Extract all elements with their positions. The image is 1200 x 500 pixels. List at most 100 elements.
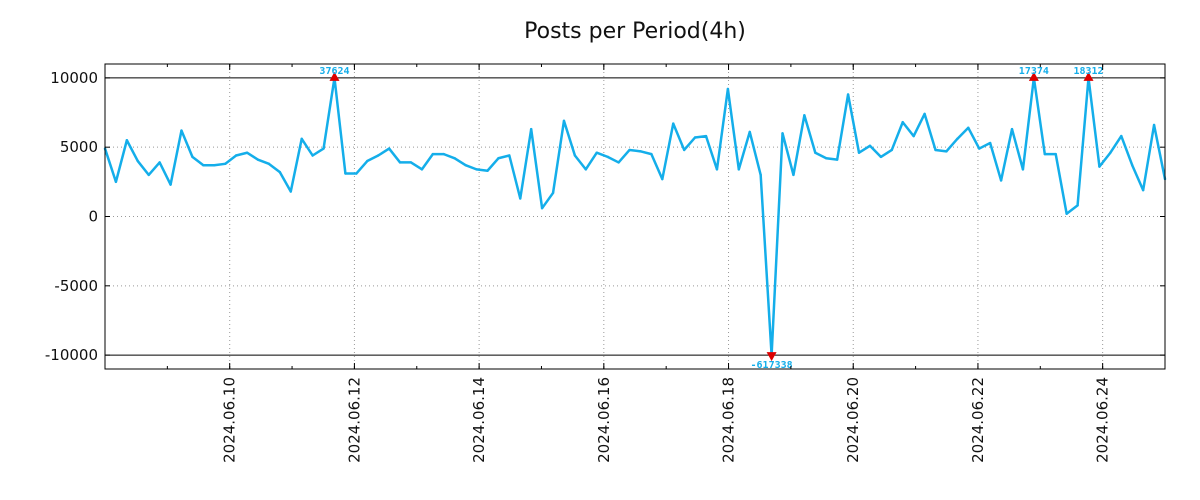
data-point [901, 121, 904, 124]
data-point [322, 147, 325, 150]
data-point [278, 170, 282, 174]
data-point [792, 173, 795, 177]
data-point [1098, 165, 1101, 168]
data-point [300, 137, 303, 141]
data-point [846, 93, 850, 96]
data-point [289, 190, 292, 193]
data-point [825, 157, 828, 160]
data-point [409, 161, 413, 164]
x-tick-label: 2024.06.10 [221, 377, 239, 463]
data-point [191, 155, 194, 159]
marker-layer: 37624 -617338 17374 18312 [319, 66, 1103, 371]
grid-layer [105, 64, 1165, 369]
data-point [180, 129, 183, 132]
x-tick-label: 2024.06.18 [720, 377, 738, 463]
data-point [693, 136, 697, 139]
plot-frame [104, 63, 1166, 370]
data-point [1109, 151, 1112, 154]
data-point [1120, 134, 1123, 138]
data-point [759, 173, 762, 177]
y-tick-label: 10000 [50, 69, 98, 87]
data-point [923, 112, 926, 116]
y-tick-label: -10000 [45, 346, 98, 364]
data-point [508, 154, 511, 157]
data-point [234, 154, 238, 157]
data-point [1065, 212, 1068, 215]
data-point [519, 197, 522, 200]
data-point [934, 148, 937, 152]
data-point [355, 172, 358, 175]
data-point [595, 151, 598, 154]
data-point [617, 161, 620, 164]
data-point [551, 191, 555, 195]
data-point [573, 154, 577, 157]
chart-title: Posts per Period(4h) [524, 19, 746, 44]
x-tick-label: 2024.06.16 [595, 377, 613, 463]
data-point [1043, 152, 1046, 156]
data-point [442, 152, 445, 156]
data-point [1152, 123, 1156, 127]
clip-marker-up [1028, 71, 1039, 81]
series-line [103, 76, 1167, 357]
data-point [453, 157, 456, 160]
data-point [672, 122, 675, 125]
clip-marker-up [329, 71, 340, 81]
y-tick-label: 0 [88, 208, 98, 226]
data-point [890, 148, 894, 152]
x-tick-label: 2024.06.20 [844, 377, 862, 463]
data-point [715, 168, 719, 171]
data-point [398, 161, 402, 164]
data-point [857, 151, 861, 154]
series-layer [103, 76, 1167, 357]
data-point [562, 119, 566, 123]
data-point [999, 179, 1003, 182]
y-tick-label: -5000 [54, 277, 98, 295]
data-point [267, 162, 271, 166]
data-point [1141, 188, 1145, 192]
data-point [169, 183, 172, 186]
data-point [1054, 152, 1057, 156]
data-point [945, 150, 948, 153]
peak-annotation: -617338 [751, 360, 793, 371]
data-point [420, 168, 424, 171]
data-point [726, 87, 730, 91]
data-point [147, 173, 150, 177]
data-point [912, 134, 915, 138]
data-point [486, 169, 489, 172]
data-point [835, 158, 839, 161]
data-point [956, 137, 959, 141]
x-tick-label: 2024.06.22 [969, 377, 987, 463]
data-point [136, 159, 139, 163]
data-point [978, 147, 981, 150]
clip-marker-up [1083, 71, 1094, 81]
data-point [606, 155, 609, 159]
data-point [125, 139, 129, 142]
data-point [704, 134, 708, 138]
data-point [1076, 204, 1079, 207]
reference-lines [105, 77, 1165, 356]
data-point [344, 172, 347, 175]
data-point [879, 155, 883, 159]
data-point [540, 206, 544, 210]
data-point [376, 154, 380, 157]
data-point [650, 152, 653, 156]
data-point [748, 130, 751, 134]
data-point [814, 151, 817, 154]
peak-annotation: 37624 [319, 66, 349, 77]
data-point [224, 162, 227, 166]
data-point [661, 177, 664, 181]
data-point [1010, 127, 1014, 131]
data-point [639, 150, 642, 153]
data-point [628, 148, 631, 152]
data-point [497, 157, 500, 160]
clip-marker-down [766, 352, 777, 362]
data-point [202, 164, 205, 167]
peak-annotation: 17374 [1019, 66, 1049, 77]
peak-annotation: 18312 [1073, 66, 1103, 77]
data-point [311, 154, 314, 157]
data-point [737, 168, 741, 171]
x-tick-label: 2024.06.12 [345, 377, 363, 463]
data-point [114, 180, 118, 184]
